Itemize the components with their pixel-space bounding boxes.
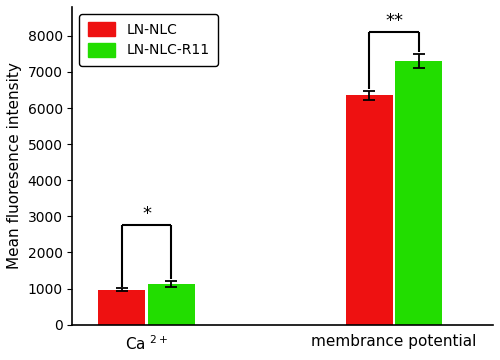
- Bar: [346, 95, 393, 325]
- Bar: [148, 284, 195, 325]
- Text: **: **: [385, 12, 403, 30]
- Bar: [396, 61, 442, 325]
- Y-axis label: Mean fluoresence intensity: Mean fluoresence intensity: [7, 62, 22, 269]
- Bar: [98, 289, 146, 325]
- Legend: LN-NLC, LN-NLC-R11: LN-NLC, LN-NLC-R11: [80, 14, 218, 66]
- Text: *: *: [142, 205, 151, 223]
